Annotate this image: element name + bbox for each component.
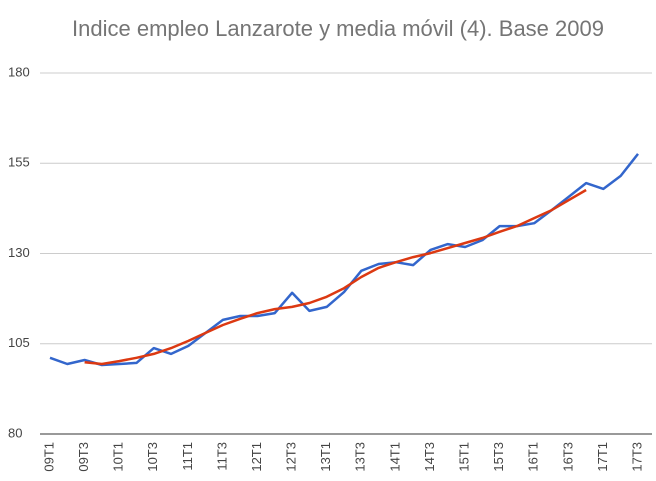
x-tick-label: 15T3 bbox=[491, 442, 506, 472]
x-tick-label: 14T1 bbox=[387, 442, 402, 472]
x-tick-label: 11T1 bbox=[180, 442, 195, 471]
x-tick-label: 10T1 bbox=[111, 442, 126, 472]
y-tick-label: 155 bbox=[8, 155, 30, 170]
x-tick-label: 16T3 bbox=[560, 442, 575, 472]
x-tick-label: 13T3 bbox=[353, 442, 368, 472]
x-tick-label: 12T3 bbox=[284, 442, 299, 472]
x-tick-label: 12T1 bbox=[249, 442, 264, 472]
x-tick-label: 17T1 bbox=[595, 442, 610, 472]
y-tick-label: 180 bbox=[8, 64, 30, 79]
x-tick-label: 14T3 bbox=[422, 442, 437, 472]
y-tick-label: 80 bbox=[8, 425, 22, 440]
x-tick-label: 09T3 bbox=[76, 442, 91, 472]
x-tick-label: 15T1 bbox=[456, 442, 471, 472]
y-tick-label: 105 bbox=[8, 335, 30, 350]
x-tick-label: 16T1 bbox=[526, 442, 541, 472]
chart-title: Indice empleo Lanzarote y media móvil (4… bbox=[72, 16, 604, 41]
x-tick-label: 10T3 bbox=[145, 442, 160, 472]
x-tick-label: 09T1 bbox=[41, 442, 56, 472]
series-line bbox=[49, 153, 639, 367]
x-tick-label: 13T1 bbox=[318, 442, 333, 472]
series-line bbox=[84, 188, 587, 366]
y-tick-label: 130 bbox=[8, 245, 30, 260]
x-tick-label: 17T3 bbox=[629, 442, 644, 472]
x-tick-label: 11T3 bbox=[214, 442, 229, 471]
